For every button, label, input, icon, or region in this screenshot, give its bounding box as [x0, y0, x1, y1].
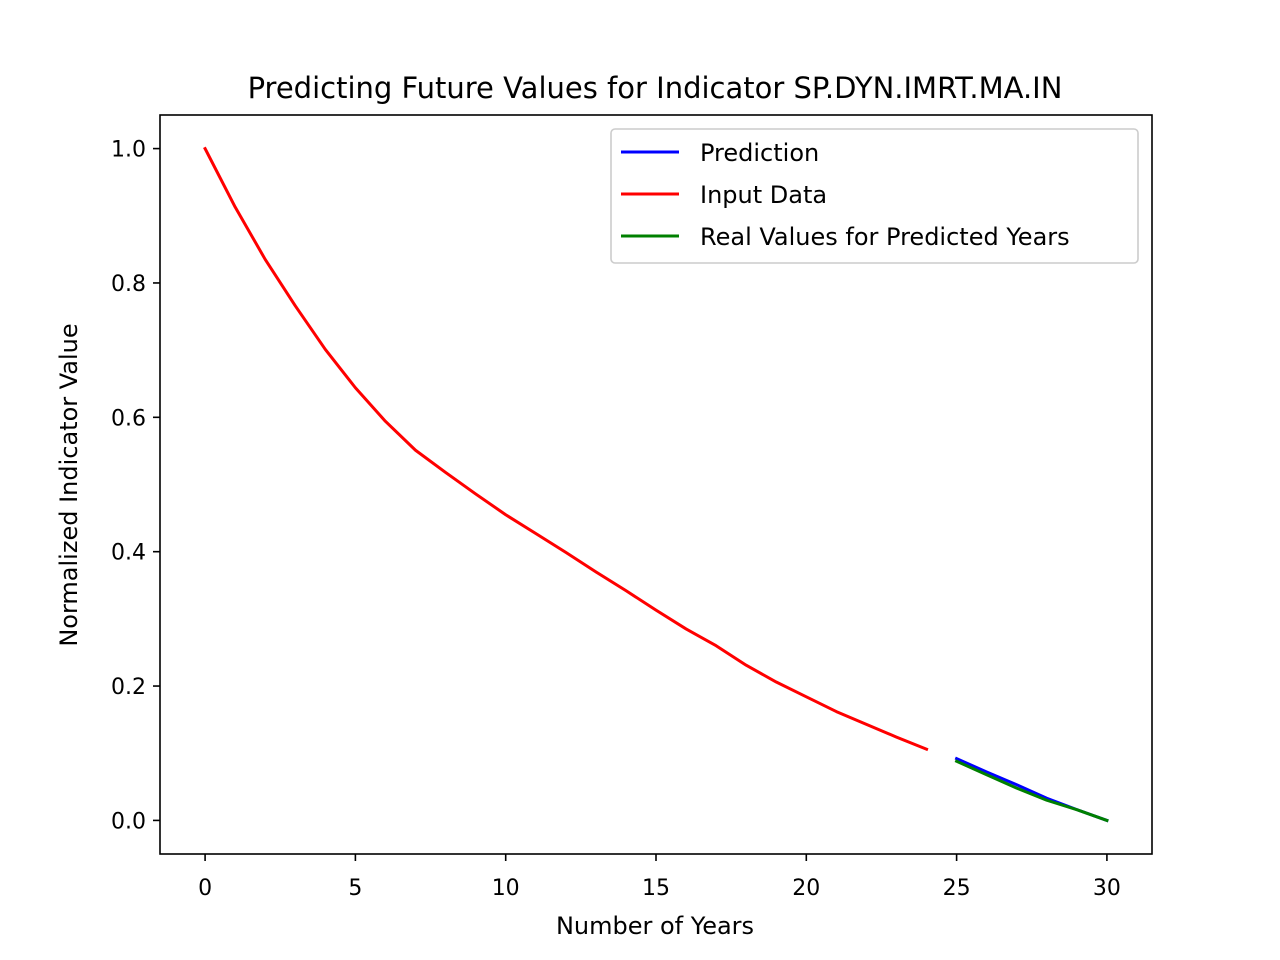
y-tick-label: 0.4 [111, 541, 146, 566]
y-tick-label: 0.2 [111, 675, 146, 700]
chart-title: Predicting Future Values for Indicator S… [248, 71, 1063, 105]
x-tick-label: 20 [792, 876, 820, 901]
y-tick-label: 0.6 [111, 406, 146, 431]
y-tick-label: 0.8 [111, 272, 146, 297]
y-axis-ticks: 0.0 0.2 0.4 0.6 0.8 1.0 [111, 138, 160, 834]
legend-box [610, 128, 1139, 264]
y-tick-label: 1.0 [111, 138, 146, 163]
x-tick-label: 30 [1093, 876, 1121, 901]
legend-label-real-values-for-predicted-years: Real Values for Predicted Years [700, 223, 1070, 251]
series-line-input-data [203, 146, 929, 752]
legend-label-prediction: Prediction [700, 139, 819, 167]
x-tick-label: 25 [943, 876, 971, 901]
x-axis-label: Number of Years [556, 912, 754, 940]
legend-label-input-data: Input Data [700, 181, 827, 209]
y-tick-label: 0.0 [111, 809, 146, 834]
y-axis-label: Normalized Indicator Value [55, 323, 83, 646]
x-tick-label: 5 [348, 876, 362, 901]
x-tick-label: 10 [492, 876, 520, 901]
series-line-real-values-for-predicted-years [954, 759, 1109, 823]
x-tick-label: 15 [642, 876, 670, 901]
x-axis-ticks: 0 5 10 15 20 25 30 [198, 854, 1121, 901]
x-tick-label: 0 [198, 876, 212, 901]
plot-area [159, 114, 1153, 855]
legend: Prediction Input Data Real Values for Pred… [610, 128, 1139, 264]
